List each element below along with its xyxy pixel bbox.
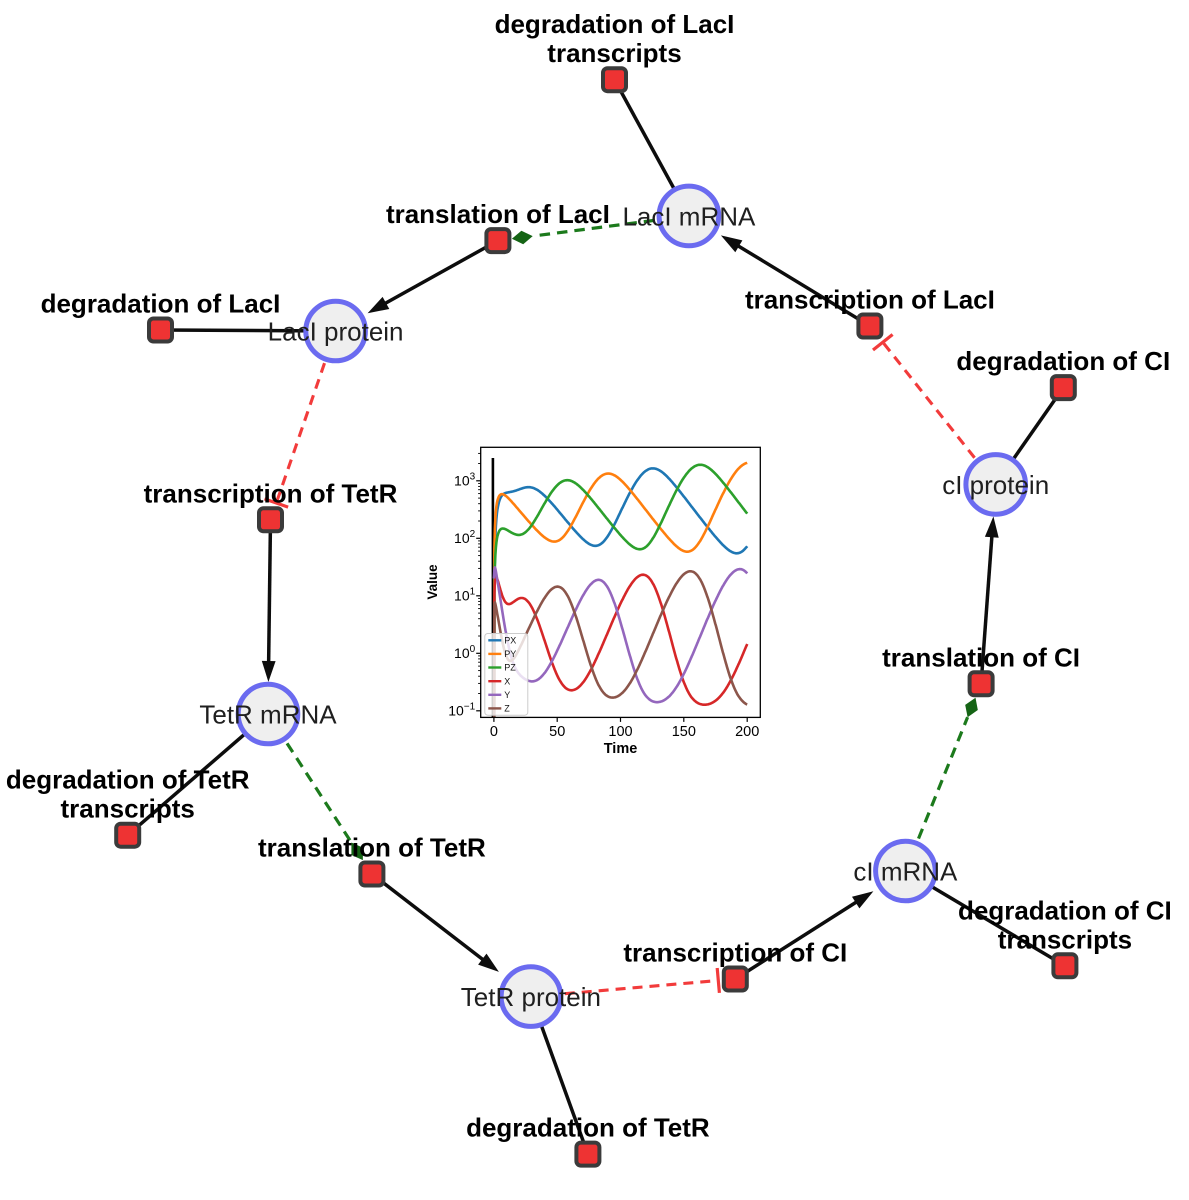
svg-text:100: 100 <box>608 724 632 740</box>
svg-text:transcripts: transcripts <box>61 794 195 824</box>
svg-text:degradation of TetR: degradation of TetR <box>6 765 250 795</box>
svg-text:LacI protein: LacI protein <box>268 317 404 347</box>
svg-text:translation of LacI: translation of LacI <box>386 199 610 229</box>
svg-text:0: 0 <box>490 724 498 740</box>
svg-text:degradation of CI: degradation of CI <box>956 346 1170 376</box>
svg-text:PZ: PZ <box>504 663 516 673</box>
svg-text:TetR protein: TetR protein <box>461 982 601 1012</box>
svg-text:transcription of CI: transcription of CI <box>623 938 847 968</box>
svg-text:Z: Z <box>504 704 510 714</box>
svg-text:degradation of TetR: degradation of TetR <box>466 1113 710 1143</box>
svg-text:transcripts: transcripts <box>547 38 681 68</box>
svg-text:X: X <box>504 676 510 686</box>
svg-text:degradation of LacI: degradation of LacI <box>41 289 281 319</box>
svg-text:transcription of LacI: transcription of LacI <box>745 285 995 315</box>
svg-text:translation of CI: translation of CI <box>882 642 1080 672</box>
svg-text:200: 200 <box>735 724 759 740</box>
svg-text:degradation of CI: degradation of CI <box>958 895 1172 925</box>
svg-text:PX: PX <box>504 636 516 646</box>
svg-text:Value: Value <box>425 564 440 600</box>
svg-text:cI protein: cI protein <box>942 470 1049 500</box>
svg-text:LacI mRNA: LacI mRNA <box>622 201 756 231</box>
svg-text:PY: PY <box>504 649 516 659</box>
svg-text:degradation of LacI: degradation of LacI <box>495 9 735 39</box>
svg-text:50: 50 <box>549 724 565 740</box>
svg-text:TetR mRNA: TetR mRNA <box>199 700 337 730</box>
svg-text:transcripts: transcripts <box>998 924 1132 954</box>
svg-text:Time: Time <box>604 741 638 757</box>
svg-text:translation of TetR: translation of TetR <box>258 833 486 863</box>
svg-text:Y: Y <box>504 690 510 700</box>
svg-text:150: 150 <box>672 724 696 740</box>
svg-text:transcription of TetR: transcription of TetR <box>144 478 398 508</box>
svg-text:cI mRNA: cI mRNA <box>853 857 958 887</box>
